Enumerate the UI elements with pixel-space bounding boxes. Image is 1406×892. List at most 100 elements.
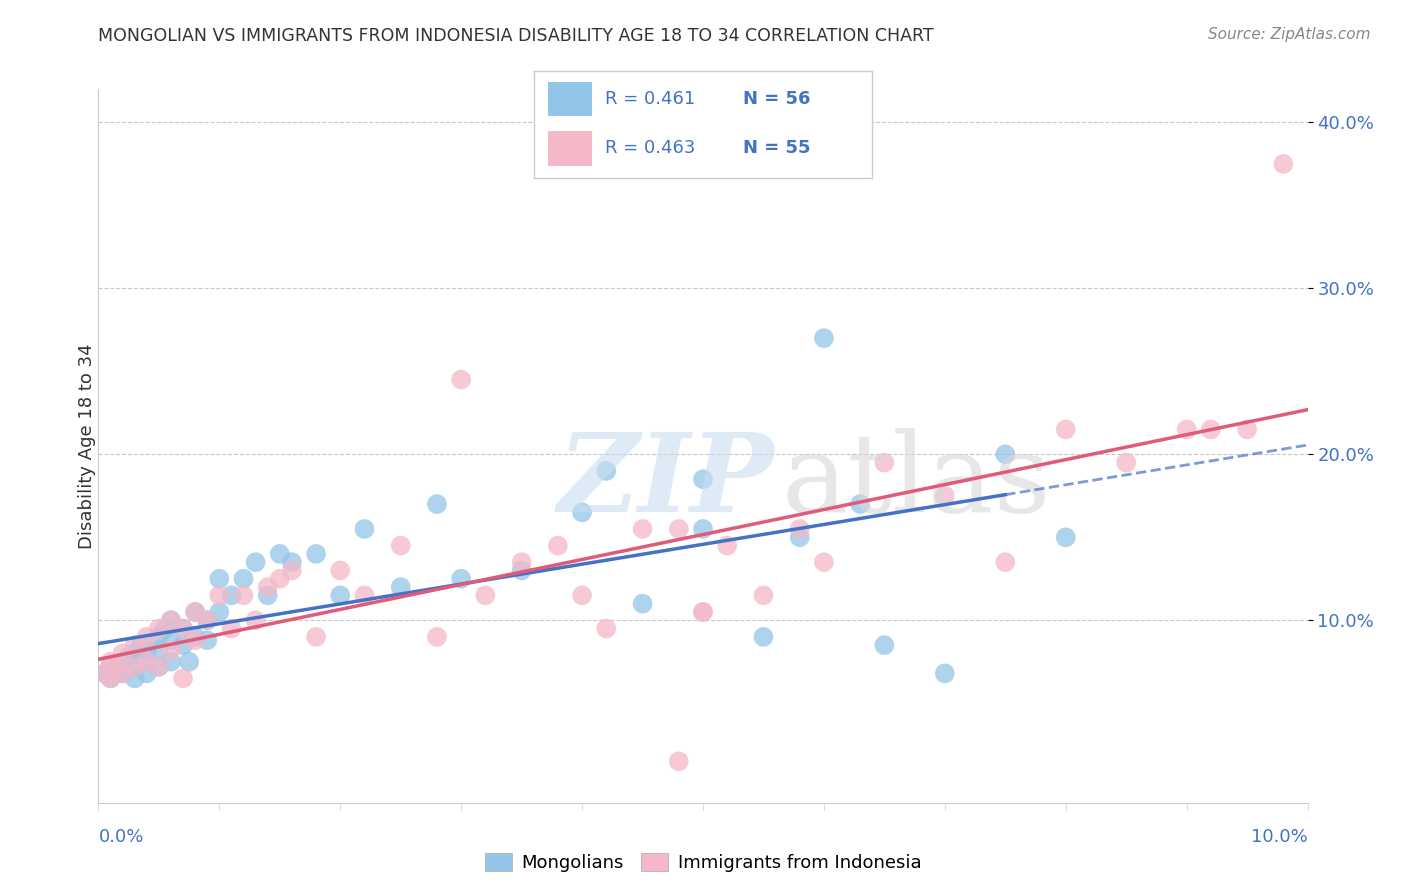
Point <box>160 643 183 657</box>
Point <box>1175 422 1198 436</box>
Point <box>934 666 956 681</box>
Point <box>1236 422 1258 436</box>
Point <box>172 671 194 685</box>
Point <box>160 655 183 669</box>
Point <box>135 666 157 681</box>
Point <box>105 659 128 673</box>
Text: Source: ZipAtlas.com: Source: ZipAtlas.com <box>1208 27 1371 42</box>
Point <box>873 638 896 652</box>
Point <box>329 564 352 578</box>
Point <box>124 671 146 685</box>
Point <box>245 613 267 627</box>
Bar <box>548 131 592 166</box>
Point <box>111 655 134 669</box>
Text: R = 0.463: R = 0.463 <box>605 139 696 157</box>
Point <box>426 630 449 644</box>
Point <box>100 659 122 673</box>
Point <box>631 597 654 611</box>
Point <box>692 605 714 619</box>
Point <box>1199 422 1222 436</box>
Point <box>934 489 956 503</box>
Point <box>124 659 146 673</box>
Text: 10.0%: 10.0% <box>1251 828 1308 846</box>
Text: 0.0%: 0.0% <box>98 828 143 846</box>
Point <box>195 633 218 648</box>
Point <box>160 613 183 627</box>
Bar <box>548 82 592 116</box>
Point <box>813 555 835 569</box>
Legend: Mongolians, Immigrants from Indonesia: Mongolians, Immigrants from Indonesia <box>478 846 928 880</box>
Point <box>692 522 714 536</box>
Point <box>873 456 896 470</box>
Point <box>668 522 690 536</box>
Point <box>849 497 872 511</box>
Point <box>450 373 472 387</box>
Point <box>595 622 617 636</box>
Point <box>118 649 141 664</box>
Point <box>184 605 207 619</box>
Point <box>353 588 375 602</box>
Point <box>281 564 304 578</box>
Point <box>1115 456 1137 470</box>
Point <box>208 605 231 619</box>
Point <box>256 580 278 594</box>
Point <box>111 666 134 681</box>
Point <box>305 630 328 644</box>
Point <box>752 588 775 602</box>
Y-axis label: Disability Age 18 to 34: Disability Age 18 to 34 <box>79 343 96 549</box>
Point <box>269 547 291 561</box>
Point <box>692 605 714 619</box>
Text: N = 56: N = 56 <box>744 90 811 108</box>
Point <box>474 588 496 602</box>
Point <box>208 588 231 602</box>
Point <box>184 630 207 644</box>
Point <box>245 555 267 569</box>
Point <box>177 655 201 669</box>
Point <box>789 530 811 544</box>
Point <box>571 505 593 519</box>
Point <box>426 497 449 511</box>
Point <box>135 655 157 669</box>
Point <box>153 622 176 636</box>
Point <box>105 663 128 677</box>
Point <box>100 671 122 685</box>
Point <box>124 659 146 673</box>
Point <box>100 655 122 669</box>
Point <box>1054 530 1077 544</box>
Point <box>124 638 146 652</box>
Point <box>160 633 183 648</box>
Point <box>716 539 738 553</box>
Point <box>100 671 122 685</box>
Text: atlas: atlas <box>782 428 1052 535</box>
Point <box>994 555 1017 569</box>
Point <box>571 588 593 602</box>
Point <box>172 622 194 636</box>
Point <box>752 630 775 644</box>
Point <box>93 666 115 681</box>
Point <box>631 522 654 536</box>
Point <box>789 522 811 536</box>
Point <box>595 464 617 478</box>
Point <box>813 331 835 345</box>
Point <box>232 572 254 586</box>
Point <box>668 754 690 768</box>
Point <box>135 643 157 657</box>
Point <box>208 572 231 586</box>
Point <box>124 647 146 661</box>
Text: MONGOLIAN VS IMMIGRANTS FROM INDONESIA DISABILITY AGE 18 TO 34 CORRELATION CHART: MONGOLIAN VS IMMIGRANTS FROM INDONESIA D… <box>98 27 934 45</box>
Point <box>172 622 194 636</box>
Point <box>1272 157 1295 171</box>
Text: ZIP: ZIP <box>558 428 775 535</box>
Point <box>692 472 714 486</box>
Point <box>195 613 218 627</box>
Point <box>93 666 115 681</box>
Point <box>135 630 157 644</box>
Point <box>148 630 170 644</box>
Point <box>160 613 183 627</box>
Point <box>510 564 533 578</box>
Text: R = 0.461: R = 0.461 <box>605 90 696 108</box>
Point <box>256 588 278 602</box>
Point <box>305 547 328 561</box>
Point <box>148 659 170 673</box>
Point <box>148 659 170 673</box>
